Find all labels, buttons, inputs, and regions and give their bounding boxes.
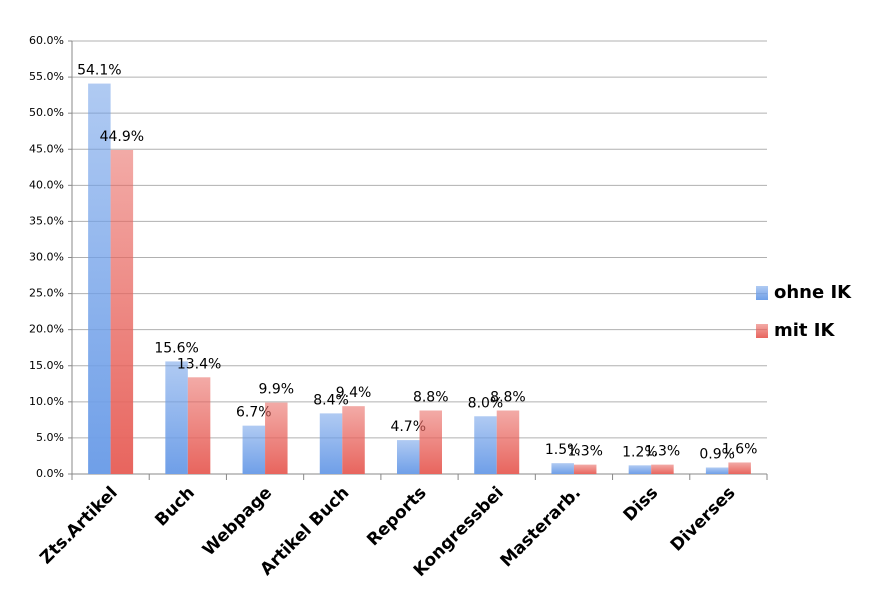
bar [419,410,442,474]
bar [573,464,597,474]
value-label: 15.6% [154,340,198,356]
y-tick-label: 45.0% [29,142,64,155]
bar [474,416,497,474]
y-tick-label: 0.0% [36,467,64,480]
bar [319,413,343,474]
value-label: 44.9% [100,129,144,145]
value-label: 8.0% [468,395,504,411]
y-tick-label: 40.0% [29,178,64,191]
value-label: 1.5% [545,442,581,458]
y-tick-label: 25.0% [29,287,64,300]
y-tick-label: 15.0% [29,359,64,372]
value-label: 8.8% [490,389,526,405]
value-label: 6.7% [236,405,272,421]
bar [242,425,266,474]
y-tick-label: 55.0% [29,70,64,83]
y-tick-label: 20.0% [29,323,64,336]
value-label: 1.6% [722,441,758,457]
value-label: 4.7% [390,419,426,435]
bar [265,402,288,474]
value-label: 1.3% [645,444,681,460]
legend-label: ohne IK [774,282,852,303]
value-label: 13.4% [177,356,221,372]
bar [651,464,674,474]
x-tick-label: Reports [363,483,430,550]
bar [728,462,751,474]
x-tick-label: Zts.Artikel [36,483,121,568]
x-tick-label: Masterarb. [497,483,585,571]
y-tick-label: 35.0% [29,214,64,227]
legend-swatch [756,324,768,338]
x-tick-label: Diverses [667,483,740,556]
y-tick-label: 10.0% [29,395,64,408]
x-tick-label: Diss [620,483,663,526]
y-tick-label: 50.0% [29,106,64,119]
bar [187,377,211,474]
value-label: 9.9% [259,382,295,398]
y-tick-label: 5.0% [36,431,64,444]
bar [705,467,729,474]
bar [551,463,574,474]
x-tick-label: Webpage [199,483,276,560]
legend-swatch [756,286,768,300]
bar [496,410,520,474]
bar [397,440,420,474]
bar [88,83,111,474]
value-label: 8.4% [313,392,349,408]
bar [165,361,188,474]
bar [342,406,365,474]
value-label: 1.2% [622,444,658,460]
y-tick-label: 30.0% [29,251,64,264]
x-tick-label: Buch [151,483,199,531]
y-tick-label: 60.0% [29,34,64,47]
value-label: 8.8% [413,389,449,405]
bar [110,149,134,474]
value-label: 1.3% [567,444,603,460]
value-label: 9.4% [336,385,372,401]
value-label: 0.9% [699,447,735,463]
value-label: 54.1% [77,63,121,79]
bar [628,465,652,474]
legend-label: mit IK [774,320,835,341]
